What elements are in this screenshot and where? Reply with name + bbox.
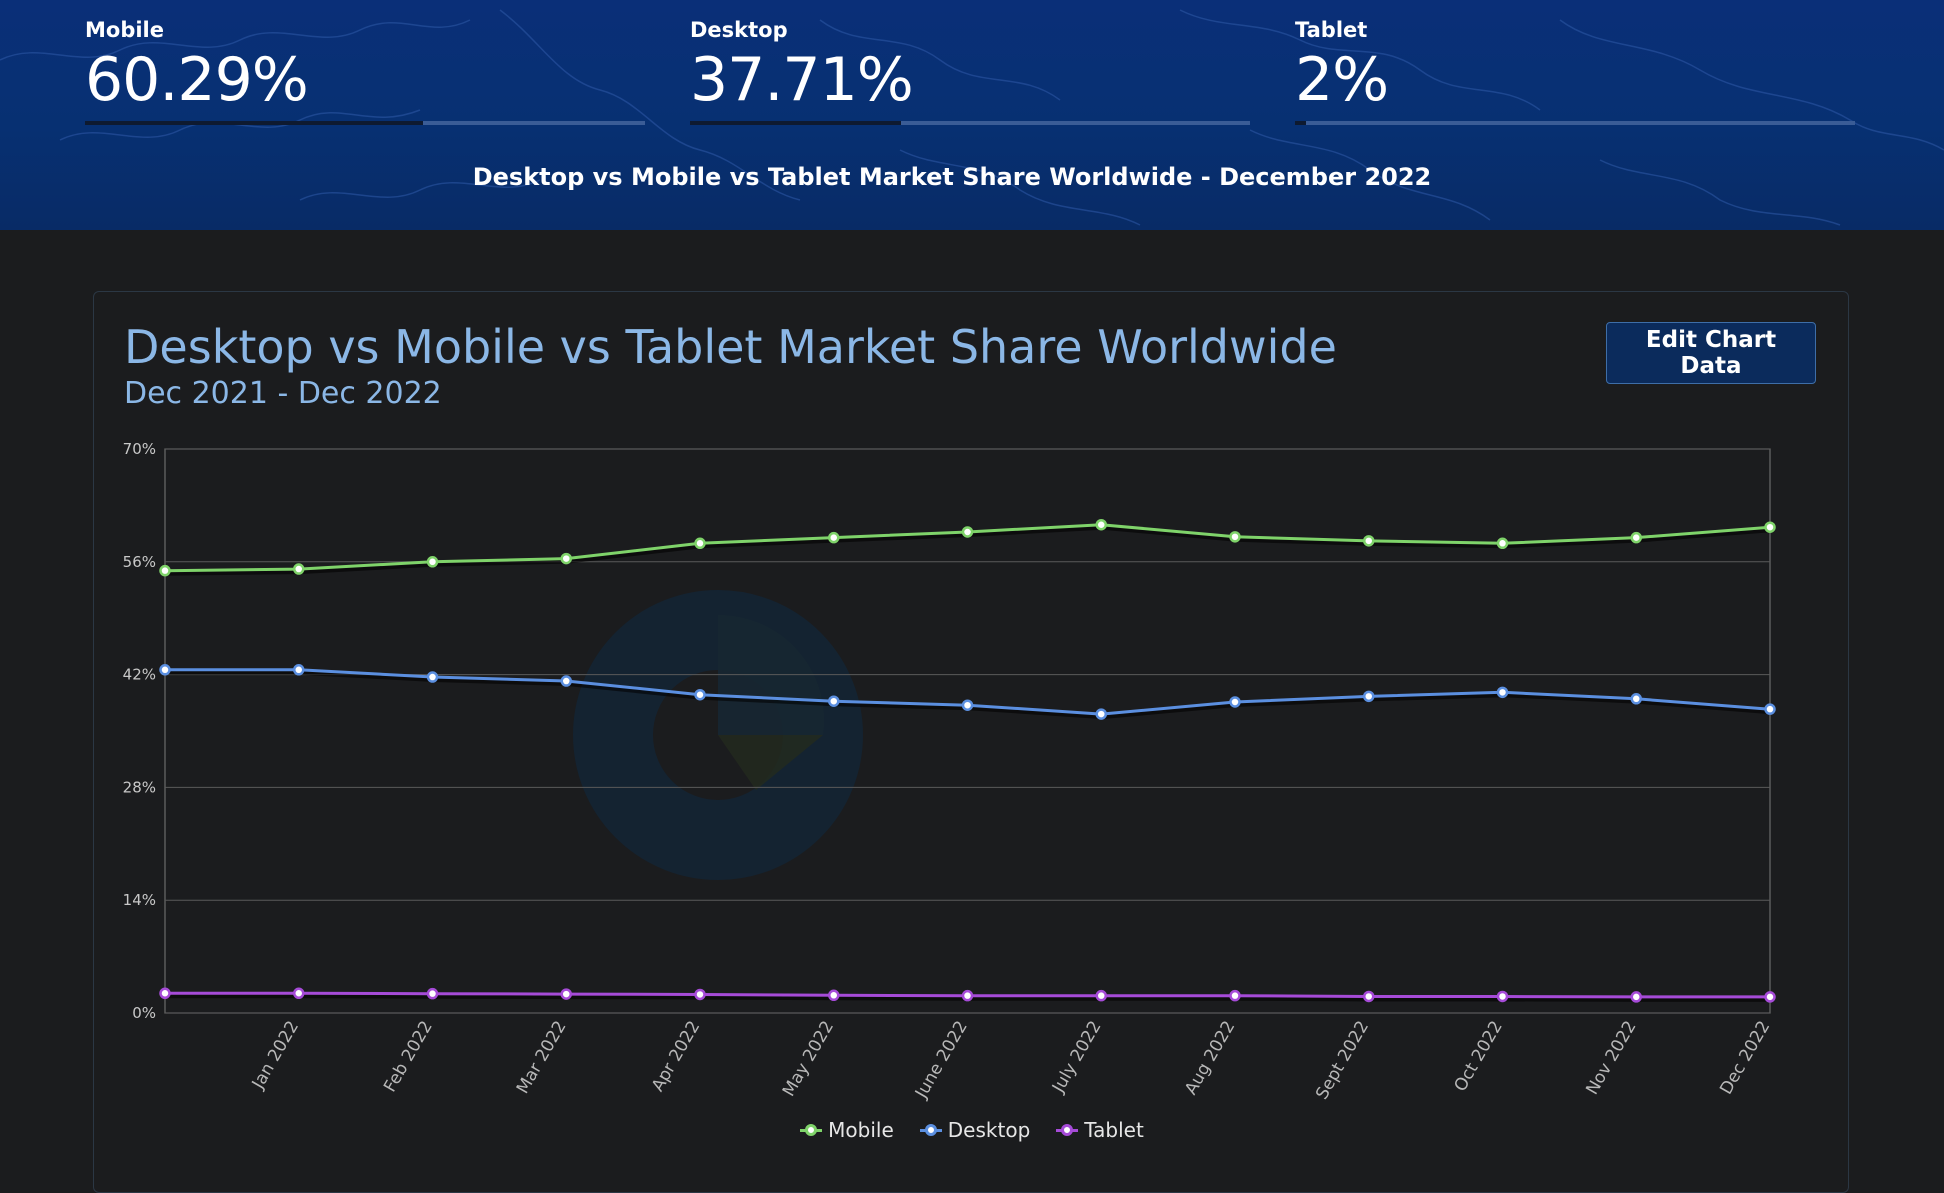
data-point-mobile bbox=[1095, 518, 1107, 531]
stat-tablet: Tablet 2% bbox=[1295, 16, 1855, 125]
stat-share-bar-fill bbox=[85, 121, 423, 125]
data-point-mobile bbox=[560, 552, 572, 565]
edit-chart-data-button[interactable]: Edit Chart Data bbox=[1606, 322, 1816, 384]
x-tick-label: Nov 2022 bbox=[1582, 1018, 1640, 1099]
data-point-tablet bbox=[293, 987, 305, 1000]
stat-mobile: Mobile 60.29% bbox=[85, 16, 645, 125]
data-point-mobile bbox=[1764, 521, 1776, 533]
world-map-background bbox=[0, 9, 1944, 226]
data-point-desktop bbox=[1630, 693, 1642, 705]
data-point-tablet bbox=[1630, 991, 1642, 1003]
x-tick-label: Apr 2022 bbox=[648, 1018, 704, 1096]
data-point-tablet bbox=[159, 987, 171, 1000]
data-point-mobile bbox=[1363, 535, 1375, 547]
x-tick-label: Oct 2022 bbox=[1450, 1018, 1506, 1096]
data-point-desktop bbox=[426, 671, 439, 683]
chart-title: Desktop vs Mobile vs Tablet Market Share… bbox=[124, 320, 1337, 374]
x-tick-label: Jan 2022 bbox=[248, 1018, 303, 1094]
stat-share-bar-fill bbox=[690, 121, 902, 125]
x-tick-label: July 2022 bbox=[1048, 1018, 1105, 1097]
stat-value: 60.29% bbox=[85, 45, 309, 115]
stat-label: Tablet bbox=[1295, 18, 1368, 42]
legend-item-desktop[interactable]: Desktop bbox=[919, 1118, 1031, 1142]
data-point-mobile bbox=[159, 564, 171, 577]
data-point-desktop bbox=[1496, 686, 1509, 699]
stat-share-bar bbox=[1295, 121, 1855, 125]
x-tick-label: May 2022 bbox=[779, 1018, 838, 1101]
data-point-tablet bbox=[426, 987, 439, 1000]
chart-card: Desktop vs Mobile vs Tablet Market Share… bbox=[93, 291, 1849, 1193]
data-point-tablet bbox=[1496, 990, 1509, 1003]
data-point-desktop bbox=[1764, 703, 1776, 715]
data-point-mobile bbox=[1229, 531, 1241, 543]
data-point-tablet bbox=[1229, 989, 1241, 1002]
x-tick-label: Aug 2022 bbox=[1181, 1018, 1239, 1099]
data-point-desktop bbox=[961, 699, 974, 711]
hero-banner: Mobile 60.29% Desktop 37.71% Tablet 2% D… bbox=[0, 0, 1944, 230]
legend-swatch-mobile bbox=[800, 1123, 823, 1137]
data-point-desktop bbox=[1229, 696, 1241, 708]
stat-share-bar bbox=[690, 121, 1250, 125]
y-tick-label: 56% bbox=[123, 553, 156, 571]
legend-swatch-tablet bbox=[1056, 1123, 1079, 1137]
legend-label: Tablet bbox=[1084, 1118, 1144, 1142]
data-point-desktop bbox=[293, 664, 305, 676]
data-point-desktop bbox=[694, 688, 706, 701]
y-tick-label: 42% bbox=[123, 666, 156, 684]
chart-legend: Mobile Desktop Tablet bbox=[0, 1118, 1944, 1142]
data-point-tablet bbox=[560, 988, 572, 1000]
legend-item-tablet[interactable]: Tablet bbox=[1056, 1118, 1144, 1142]
data-point-desktop bbox=[159, 664, 171, 676]
x-tick-label: Feb 2022 bbox=[380, 1018, 437, 1096]
legend-label: Mobile bbox=[828, 1118, 894, 1142]
stat-value: 37.71% bbox=[690, 45, 914, 115]
chart-subtitle: Dec 2021 - Dec 2022 bbox=[124, 376, 442, 411]
data-point-mobile bbox=[293, 563, 305, 575]
legend-label: Desktop bbox=[947, 1118, 1031, 1142]
data-point-mobile bbox=[426, 556, 439, 568]
chart-axes: 0% 14% 28% 42% 56% 70% Jan 2022 Feb 2022 Mar 202… bbox=[123, 440, 1775, 1103]
chart-grid bbox=[164, 448, 1771, 1014]
data-point-tablet bbox=[961, 989, 974, 1002]
chart-series bbox=[159, 518, 1776, 1003]
data-point-mobile bbox=[1630, 531, 1642, 544]
x-tick-label: Mar 2022 bbox=[513, 1018, 571, 1098]
legend-item-mobile[interactable]: Mobile bbox=[800, 1118, 894, 1142]
y-tick-label: 14% bbox=[123, 891, 156, 909]
statcounter-watermark-icon bbox=[573, 590, 863, 880]
data-point-desktop bbox=[1363, 690, 1375, 703]
stat-label: Desktop bbox=[690, 18, 788, 42]
data-point-mobile bbox=[1496, 537, 1509, 550]
data-point-desktop bbox=[560, 675, 572, 687]
data-point-desktop bbox=[828, 695, 840, 707]
hero-caption: Desktop vs Mobile vs Tablet Market Share… bbox=[472, 163, 1432, 191]
data-point-mobile bbox=[694, 537, 706, 550]
y-tick-label: 28% bbox=[123, 778, 156, 796]
data-point-tablet bbox=[1764, 991, 1776, 1003]
stat-value: 2% bbox=[1295, 45, 1389, 115]
x-tick-label: June 2022 bbox=[911, 1018, 972, 1103]
data-point-mobile bbox=[961, 526, 974, 538]
data-point-desktop bbox=[1095, 708, 1107, 720]
x-tick-label: Dec 2022 bbox=[1716, 1018, 1774, 1099]
data-point-tablet bbox=[1095, 989, 1107, 1002]
data-point-tablet bbox=[828, 989, 840, 1002]
y-tick-label: 0% bbox=[132, 1004, 156, 1022]
data-point-tablet bbox=[694, 988, 706, 1001]
stat-desktop: Desktop 37.71% bbox=[690, 16, 1250, 125]
legend-swatch-desktop bbox=[919, 1123, 942, 1137]
stat-label: Mobile bbox=[85, 18, 164, 42]
y-tick-label: 70% bbox=[123, 440, 156, 458]
data-point-tablet bbox=[1363, 990, 1375, 1003]
stat-share-bar bbox=[85, 121, 645, 125]
x-tick-label: Sept 2022 bbox=[1312, 1018, 1373, 1104]
data-point-mobile bbox=[828, 531, 840, 544]
stat-share-bar-fill bbox=[1295, 121, 1307, 125]
